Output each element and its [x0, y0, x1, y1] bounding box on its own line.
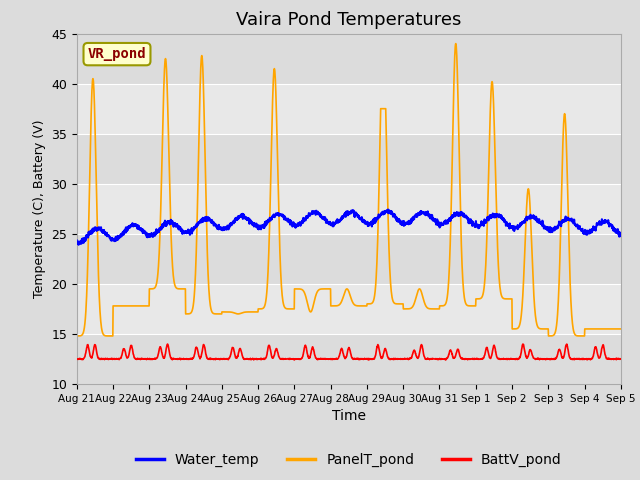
X-axis label: Time: Time [332, 409, 366, 423]
Bar [77, 84, 621, 134]
Legend: Water_temp, PanelT_pond, BattV_pond: Water_temp, PanelT_pond, BattV_pond [131, 447, 567, 472]
Y-axis label: Temperature (C), Battery (V): Temperature (C), Battery (V) [33, 120, 45, 298]
Bar [77, 334, 621, 384]
Bar [77, 234, 621, 284]
Bar [77, 184, 621, 234]
Bar [77, 34, 621, 84]
Title: Vaira Pond Temperatures: Vaira Pond Temperatures [236, 11, 461, 29]
Text: VR_pond: VR_pond [88, 47, 147, 61]
Bar [77, 134, 621, 184]
Bar [77, 284, 621, 334]
